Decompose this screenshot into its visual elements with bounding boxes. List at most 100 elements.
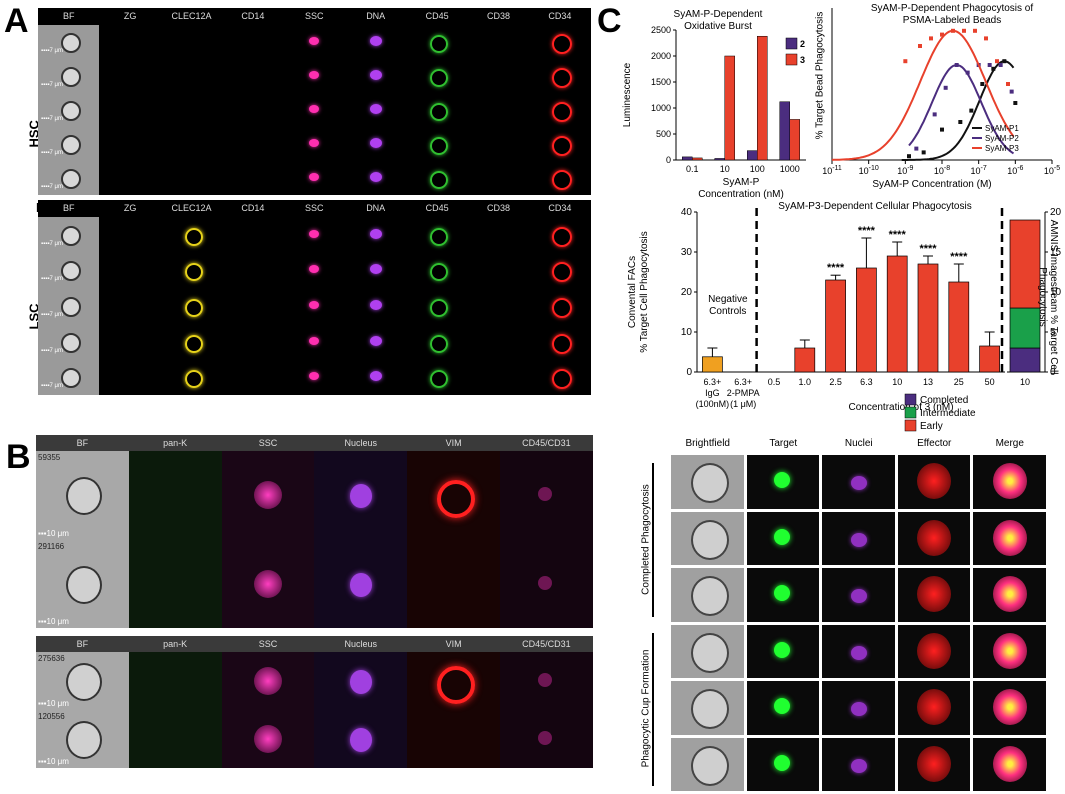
y-tick-label: 10: [1050, 287, 1062, 298]
legend-label: SyAM-P2: [985, 134, 1019, 143]
y-tick-label: 20: [681, 287, 693, 298]
stain-signal: [309, 265, 320, 274]
stain-signal: [184, 334, 203, 353]
x-tick-label: 50: [985, 377, 995, 387]
panel-b-col-bg: [128, 652, 222, 768]
flow-col-header: Nuclei: [844, 438, 873, 449]
stain-signal: [430, 137, 449, 155]
chart-title: SyAM-P-Dependent Phagocytosis of: [871, 3, 1034, 14]
flow-signal: [690, 519, 729, 560]
y-axis-label: % Target Cell Phagocytosis: [639, 231, 650, 353]
flow-signal: [774, 585, 791, 602]
panel-b-col-bg: [500, 451, 593, 628]
stain-signal: [369, 36, 382, 46]
y-tick-label: 30: [681, 247, 693, 258]
series-line: [831, 29, 1015, 161]
panel-b-col-header: Nucleus: [344, 639, 378, 649]
bar: [856, 267, 877, 373]
data-point: [903, 59, 908, 64]
panel-b-col-header: pan-K: [163, 639, 188, 649]
x-tick-label: 6.3+: [734, 377, 752, 387]
x-tick-label: 13: [923, 377, 933, 387]
stain-signal: [430, 227, 449, 246]
bar: [692, 157, 703, 161]
y-tick-label: 1500: [651, 77, 671, 87]
x-tick-label: 10-8: [934, 165, 950, 176]
stain-signal: [551, 226, 572, 247]
flow-signal: [917, 463, 952, 500]
bar: [886, 255, 908, 373]
annotation: Controls: [709, 306, 746, 317]
panel-a-col-header: BF: [62, 11, 75, 21]
data-point: [973, 28, 977, 33]
flow-signal: [992, 519, 1027, 556]
stain-signal: [309, 71, 320, 79]
panel-label-a: A: [4, 2, 29, 40]
panel-a-col-header: CD38: [486, 203, 510, 213]
flow-signal: [850, 758, 867, 773]
data-point: [907, 154, 911, 159]
data-point: [1006, 82, 1010, 86]
flow-col-header: Target: [769, 438, 798, 449]
flow-signal: [992, 576, 1027, 613]
data-point: [980, 82, 985, 86]
panel-b-col-header: VIM: [445, 639, 462, 649]
bf-cell: [60, 169, 81, 189]
bar: [979, 345, 1000, 373]
stain-signal: [369, 371, 382, 382]
legend-swatch: [785, 37, 798, 50]
panel-a-col-header: SSC: [305, 11, 324, 21]
panel-b-col-header: BF: [76, 438, 89, 448]
bf-cell: [60, 332, 81, 353]
flow-signal: [774, 528, 791, 545]
bar: [724, 55, 735, 161]
panel-a-col-header: CD45: [425, 203, 449, 213]
panel-a-col-header: CD34: [548, 11, 572, 21]
panel-b-col-header: pan-K: [163, 438, 188, 448]
vim-signal: [436, 480, 475, 519]
flow-signal: [992, 463, 1027, 500]
flow-signal: [774, 754, 791, 771]
x-tick-label: 10-11: [822, 165, 842, 176]
data-point: [984, 36, 988, 41]
data-point: [943, 85, 948, 90]
stain-signal: [184, 263, 203, 282]
stain-signal: [309, 105, 320, 113]
scale-bar-label: ▪▪▪10 μm: [38, 617, 69, 626]
stacked-segment: [1009, 307, 1041, 349]
bf-cell: [60, 33, 81, 53]
y-tick-label: 0: [1050, 367, 1056, 378]
x-tick-label: 25: [954, 377, 964, 387]
flow-signal: [850, 476, 867, 491]
nucleus-signal: [349, 728, 372, 752]
bf-cell: [66, 721, 103, 759]
ssc-signal: [254, 667, 282, 695]
stain-signal: [430, 103, 449, 121]
x-axis-label: SyAM-P Concentration (M): [872, 179, 991, 190]
bf-cell: [66, 663, 103, 701]
bf-cell: [60, 67, 81, 87]
data-point: [969, 108, 974, 113]
flow-signal: [690, 745, 729, 786]
y-axis-label: % Target Bead Phagocytosis: [814, 11, 826, 140]
data-point: [965, 70, 970, 75]
panel-b-col-bg: [314, 451, 408, 628]
flow-signal: [774, 472, 791, 489]
flow-signal: [992, 689, 1027, 726]
x-tick-label: 10-6: [1007, 165, 1023, 176]
stain-signal: [430, 370, 449, 389]
data-point: [954, 63, 959, 67]
data-point: [940, 32, 944, 37]
data-point: [987, 63, 992, 67]
data-point: [991, 66, 996, 71]
x-tick-label: 2.5: [829, 377, 842, 387]
y-tick-label: 500: [656, 129, 671, 139]
stain-signal: [430, 263, 449, 282]
panel-a-col-header: DNA: [366, 203, 386, 213]
cell-id-label: 275636: [38, 654, 65, 663]
x-tick-label: 1.0: [799, 377, 812, 387]
significance-label: ****: [919, 243, 937, 255]
significance-label: ****: [858, 225, 876, 237]
cell-id-label: 120556: [38, 712, 65, 721]
